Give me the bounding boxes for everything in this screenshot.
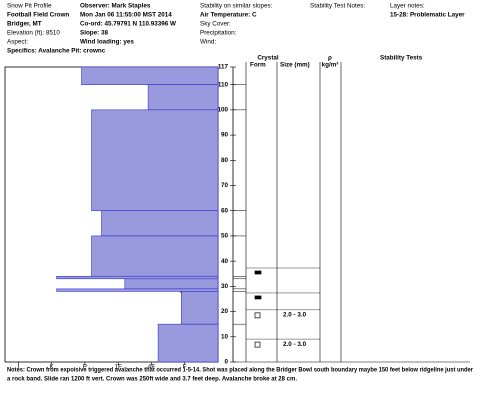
hardness-bar xyxy=(91,235,219,277)
crystal-size: 2.0 - 3.0 xyxy=(283,312,307,319)
crystal-symbol xyxy=(254,295,262,300)
hardness-bar xyxy=(91,109,219,212)
hardness-bar xyxy=(147,84,219,111)
column-header: Form xyxy=(250,62,266,69)
hardness-bar xyxy=(56,288,219,292)
column-header: Stability Tests xyxy=(380,55,423,62)
hardness-bar xyxy=(124,278,219,290)
x-tick-label: P xyxy=(83,364,87,371)
header-field: Aspect: xyxy=(7,39,28,46)
x-tick-label: K xyxy=(49,364,54,371)
y-tick-label: 50 xyxy=(221,233,229,240)
x-tick-label: 1F xyxy=(114,364,122,371)
header-field: Bridger, MT xyxy=(7,21,42,28)
header-field: Stability on similar slopes: xyxy=(200,3,273,10)
header-field: Sky Cover: xyxy=(200,21,231,28)
y-tick-label: 110 xyxy=(218,81,229,88)
y-tick-label: 30 xyxy=(221,283,229,290)
header-field: Elevation (ft): 8510 xyxy=(7,30,60,37)
header-field: Precipitation: xyxy=(200,30,237,37)
header-field: Wind: xyxy=(200,39,216,46)
header-field: 15-28: Problematic Layer xyxy=(390,12,465,19)
y-tick-label: 117 xyxy=(218,64,229,71)
header-field: Wind loading: yes xyxy=(80,39,134,46)
y-tick-label: 100 xyxy=(217,107,228,114)
header-field: Football Field Crown xyxy=(7,12,69,19)
crystal-size: 2.0 - 3.0 xyxy=(283,341,307,348)
hardness-bar xyxy=(181,291,219,325)
header-field: Observer: Mark Staples xyxy=(80,3,151,10)
hardness-bar xyxy=(157,323,219,363)
header-field: Co-ord: 45.79791 N 110.93396 W xyxy=(80,21,176,28)
y-tick-label: 90 xyxy=(221,132,229,139)
notes: Notes: Crown from expoisive triggered av… xyxy=(7,367,473,374)
y-tick-label: 10 xyxy=(221,333,229,340)
x-tick-label: F xyxy=(183,364,187,371)
column-header: ρ xyxy=(328,55,332,62)
header-field: Layer notes: xyxy=(390,3,425,10)
y-tick-label: 70 xyxy=(221,182,229,189)
crystal-symbol xyxy=(254,341,261,348)
header-field: Slope: 38 xyxy=(80,30,108,37)
y-tick-label: 0 xyxy=(224,359,228,366)
y-tick-label: 80 xyxy=(221,157,229,164)
x-tick-label: 4F xyxy=(148,364,156,371)
column-header: Crystal xyxy=(257,55,279,62)
header-field: Stability Test Notes: xyxy=(310,3,365,10)
header-field: Specifics: Avalanche Pit: crownc xyxy=(7,48,106,55)
column-header: kg/m³ xyxy=(322,62,339,69)
header-field: Air Temperature: C xyxy=(200,12,257,19)
y-tick-label: 60 xyxy=(221,207,229,214)
crystal-symbol xyxy=(254,270,262,275)
y-tick-label: 20 xyxy=(221,308,229,315)
crystal-symbol xyxy=(254,312,261,319)
x-tick-label: I xyxy=(17,364,19,371)
header-field: Mon Jan 06 11:55:00 MST 2014 xyxy=(80,12,172,19)
hardness-bar xyxy=(81,66,219,85)
notes: a rock band. Slide ran 1200 ft vert. Cro… xyxy=(7,376,297,383)
y-tick-label: 40 xyxy=(221,258,229,265)
hardness-bar xyxy=(101,210,219,237)
header-field: Snow Pit Profile xyxy=(7,3,52,10)
column-header: Size (mm) xyxy=(280,62,310,69)
hardness-bar xyxy=(56,275,219,280)
